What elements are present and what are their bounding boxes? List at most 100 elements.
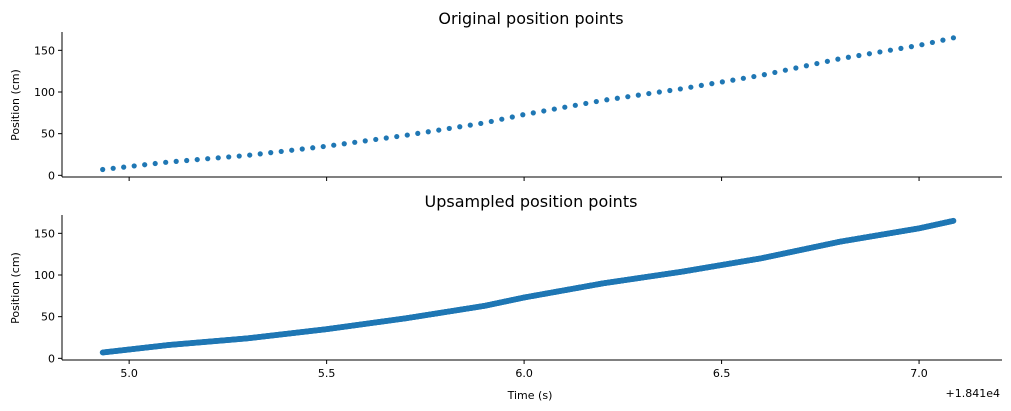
x-tick-label: 7.0 (910, 367, 928, 380)
data-point (446, 125, 452, 132)
y-axis-label: Position (cm) (9, 69, 22, 141)
data-point (362, 138, 368, 144)
data-point (551, 106, 557, 112)
point-layer (100, 35, 957, 173)
data-point (383, 135, 389, 141)
data-point (887, 47, 894, 53)
data-point (215, 155, 221, 161)
data-point (352, 139, 358, 145)
data-point (121, 164, 127, 170)
data-point (509, 114, 515, 120)
y-tick-label: 150 (34, 227, 55, 240)
x-tick-label: 5.0 (120, 367, 138, 380)
data-point (656, 89, 662, 95)
data-point (730, 77, 736, 83)
data-point (110, 165, 116, 171)
data-point (499, 116, 505, 122)
data-point (520, 112, 526, 118)
data-point (866, 51, 873, 57)
data-point (299, 146, 305, 152)
data-point (625, 94, 631, 100)
data-point (950, 217, 957, 224)
data-point (751, 73, 757, 80)
data-point (457, 124, 463, 130)
subplot-upsampled: Upsampled position points Position (cm) … (9, 192, 1002, 402)
data-point (793, 65, 799, 71)
data-point (194, 156, 200, 163)
x-ticks (128, 177, 920, 181)
data-point (142, 162, 148, 168)
data-point (698, 82, 704, 89)
data-point (331, 142, 337, 148)
data-point (310, 145, 316, 151)
data-point (163, 159, 169, 165)
data-point (929, 39, 936, 46)
y-tick-label: 50 (41, 128, 55, 141)
data-point (877, 49, 883, 55)
data-point (236, 153, 242, 159)
data-point (278, 148, 284, 155)
data-point (856, 52, 862, 59)
data-point (131, 163, 137, 169)
data-point (919, 42, 925, 48)
data-point (950, 35, 957, 41)
data-point (173, 158, 179, 164)
data-point (404, 132, 410, 138)
data-point (436, 127, 442, 133)
data-point (541, 108, 547, 114)
data-point (604, 97, 610, 103)
data-point (341, 141, 347, 147)
data-point (782, 67, 788, 73)
x-tick-label: 5.5 (318, 367, 336, 380)
data-point (845, 54, 851, 60)
data-point (184, 157, 190, 164)
data-point (572, 102, 578, 108)
x-tick-label: 6.0 (515, 367, 533, 380)
subplot-original: Original position points Position (cm) 0… (9, 9, 1002, 182)
data-point (226, 154, 232, 160)
data-point (740, 75, 746, 81)
y-axis-label: Position (cm) (9, 252, 22, 324)
data-point (646, 90, 652, 97)
data-point (247, 152, 253, 158)
y-tick-label: 100 (34, 269, 55, 282)
data-point (373, 136, 379, 143)
data-point (320, 143, 326, 150)
data-point (415, 130, 421, 137)
plot-area: 5.0 5.5 6.0 6.5 7.0 0 50 100 150 (34, 215, 1002, 380)
y-tick-label: 100 (34, 86, 55, 99)
data-point (614, 95, 620, 101)
data-point (488, 118, 494, 125)
data-point (467, 122, 473, 128)
y-tick-label: 0 (48, 169, 55, 182)
data-point (803, 63, 809, 69)
data-point (835, 56, 841, 62)
data-point (205, 156, 211, 162)
data-point (152, 160, 158, 167)
data-point (940, 37, 946, 43)
y-ticks: 0 50 100 150 (34, 44, 62, 182)
y-tick-label: 0 (48, 352, 55, 365)
point-layer (99, 217, 957, 356)
data-point (719, 79, 725, 85)
data-point (709, 81, 715, 87)
data-point (761, 72, 767, 78)
plot-area: 0 50 100 150 (34, 32, 1002, 182)
data-point (268, 150, 274, 156)
x-ticks: 5.0 5.5 6.0 6.5 7.0 (120, 360, 928, 380)
chart-title: Upsampled position points (425, 192, 638, 211)
data-point (593, 98, 599, 105)
data-point (478, 120, 484, 127)
data-point (425, 129, 431, 135)
data-point (908, 44, 915, 50)
data-point (394, 133, 400, 140)
data-point (562, 104, 568, 110)
y-ticks: 0 50 100 150 (34, 227, 62, 365)
chart-title: Original position points (438, 9, 623, 28)
data-point (898, 45, 904, 52)
data-point (677, 86, 683, 92)
x-tick-label: 6.5 (713, 367, 731, 380)
data-point (289, 147, 295, 153)
x-axis-label: Time (s) (507, 389, 553, 402)
